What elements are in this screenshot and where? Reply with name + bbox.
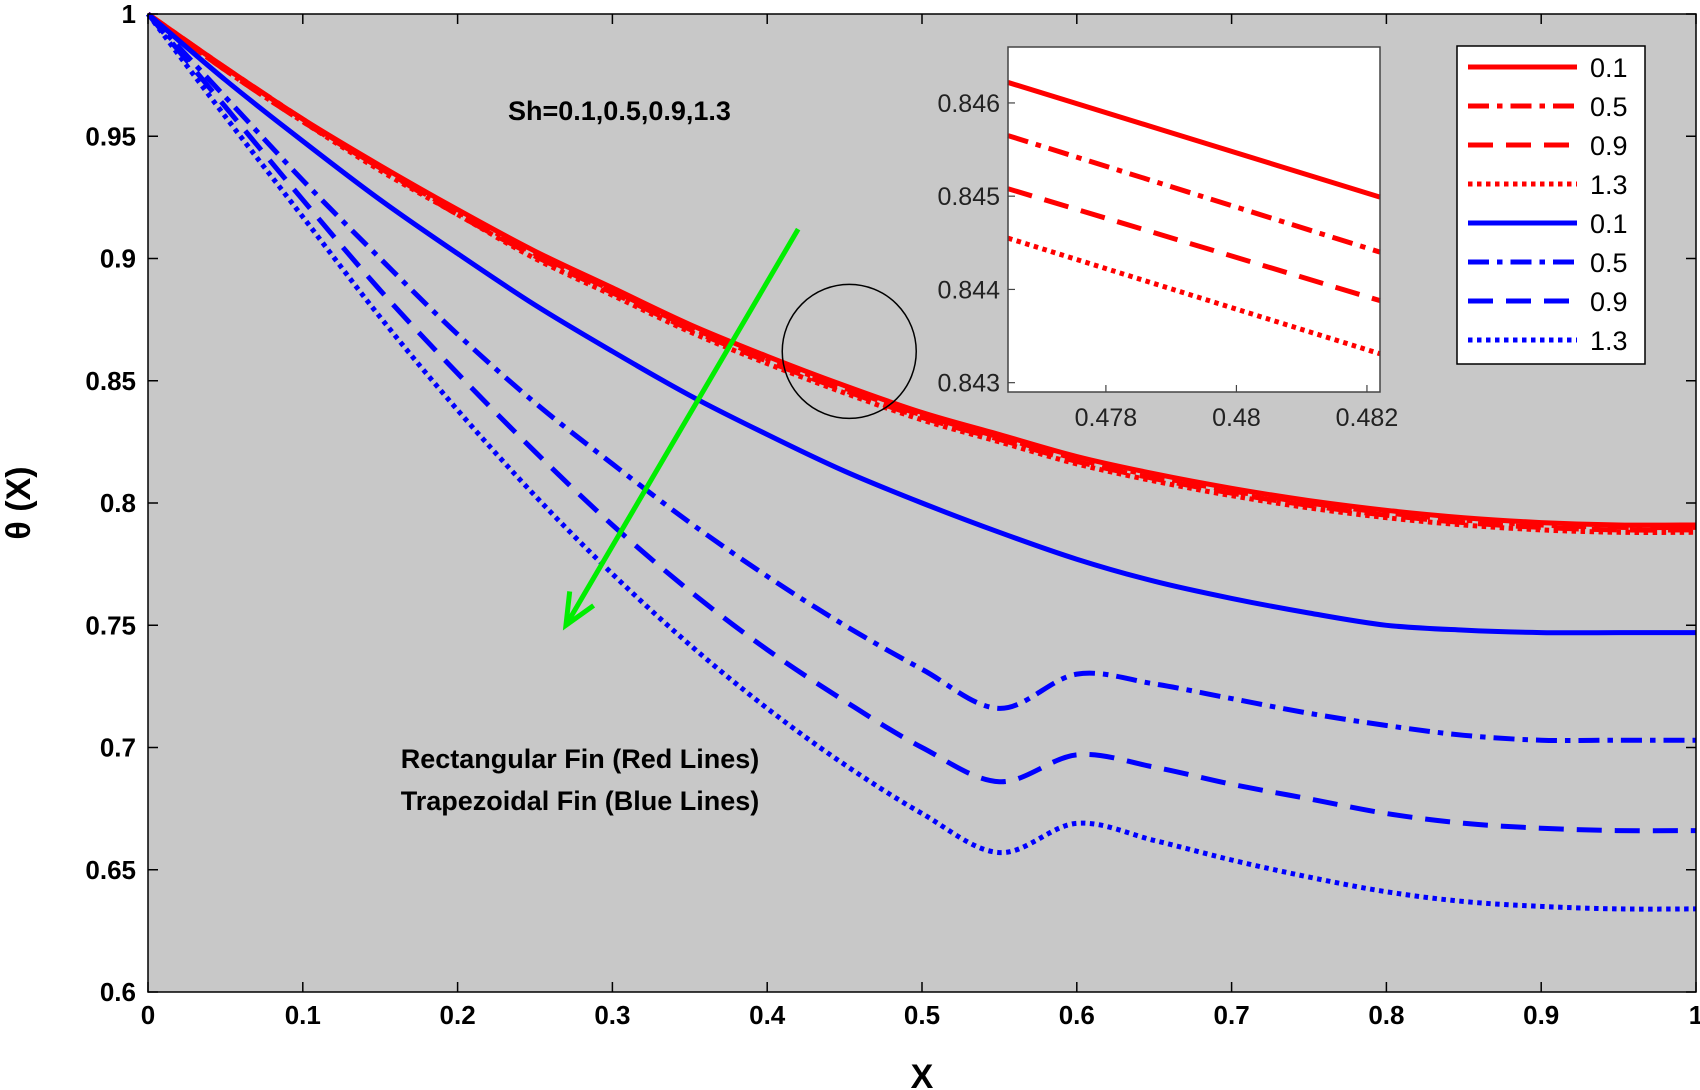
y-tick-label: 0.8: [100, 488, 136, 518]
legend-label: 0.5: [1590, 92, 1628, 122]
inset-frame: [1007, 46, 1381, 393]
inset-y-tick-label: 0.843: [937, 370, 1000, 398]
inset-axis-ticks: 0.478 0.48 0.482 0.843 0.844 0.845 0.846: [937, 90, 1398, 432]
inset-line-0_9: [1007, 186, 1381, 304]
inset-x-tick-label: 0.482: [1336, 404, 1399, 432]
y-tick-label: 0.7: [100, 733, 136, 763]
inset-y-tick-label: 0.846: [937, 90, 1000, 118]
legend-label: 0.9: [1590, 287, 1628, 317]
y-axis-label: θ (X): [0, 466, 38, 539]
legend: 0.1 0.5 0.9 1.3 0.1 0.5 0.9 1.3: [1456, 45, 1646, 365]
inset-chart: 0.478 0.48 0.482 0.843 0.844 0.845 0.846: [937, 46, 1398, 432]
x-tick-label: 0.1: [285, 1000, 321, 1030]
y-tick-label: 0.9: [100, 244, 136, 274]
parameter-annotation: Sh=0.1,0.5,0.9,1.3: [508, 96, 731, 126]
trend-arrow-head: [562, 591, 596, 631]
x-tick-label: 0.7: [1214, 1000, 1250, 1030]
trend-arrow-shaft: [563, 227, 801, 627]
inset-y-tick-label: 0.845: [937, 183, 1000, 211]
y-tick-label: 0.6: [100, 977, 136, 1007]
legend-label: 1.3: [1590, 326, 1628, 356]
legend-label: 1.3: [1590, 170, 1628, 200]
x-tick-label: 0: [141, 1000, 155, 1030]
x-tick-label: 0.5: [904, 1000, 940, 1030]
series-line-rect-1_3: [146, 11, 1697, 535]
legend-label: 0.9: [1590, 131, 1628, 161]
trapezoidal-fin-annotation: Trapezoidal Fin (Blue Lines): [401, 786, 760, 816]
legend-label: 0.5: [1590, 248, 1628, 278]
x-tick-label: 0.6: [1059, 1000, 1095, 1030]
series-line-trap-1_3: [146, 12, 1697, 912]
main-series-group: [146, 11, 1697, 912]
series-line-trap-0_9: [146, 12, 1697, 834]
inset-x-tick-label: 0.478: [1075, 404, 1138, 432]
legend-items: 0.1 0.5 0.9 1.3 0.1 0.5 0.9 1.3: [1468, 53, 1628, 356]
y-tick-label: 1: [122, 0, 136, 29]
inset-line-0_1: [1007, 80, 1381, 200]
inset-line-1_3: [1007, 235, 1381, 357]
series-line-trap-0_5: [146, 12, 1696, 744]
x-tick-label: 0.9: [1523, 1000, 1559, 1030]
legend-label: 0.1: [1590, 53, 1628, 83]
x-tick-label: 0.3: [594, 1000, 630, 1030]
inset-series-group: [1007, 80, 1381, 357]
main-axis-ticks: 0 0.1 0.2 0.3 0.4 0.5 0.6 0.7 0.8 0.9 1 0.6 0.65 0.7 0…: [85, 0, 1700, 1030]
rectangular-fin-annotation: Rectangular Fin (Red Lines): [401, 744, 760, 774]
x-tick-label: 0.8: [1368, 1000, 1404, 1030]
inset-x-tick-label: 0.48: [1212, 404, 1261, 432]
y-tick-label: 0.65: [85, 855, 136, 885]
x-axis-label: X: [911, 1058, 934, 1090]
y-tick-label: 0.85: [85, 366, 136, 396]
legend-box: [1456, 45, 1646, 365]
series-line-trap-0_1: [146, 12, 1696, 636]
y-tick-label: 0.95: [85, 121, 136, 151]
x-tick-label: 0.4: [749, 1000, 786, 1030]
annotation-graphics: [562, 227, 917, 631]
legend-label: 0.1: [1590, 209, 1628, 239]
x-tick-label: 0.2: [440, 1000, 476, 1030]
inset-y-tick-label: 0.844: [937, 276, 1000, 304]
x-tick-label: 1: [1689, 1000, 1700, 1030]
y-tick-label: 0.75: [85, 610, 136, 640]
zoom-circle: [781, 283, 917, 420]
